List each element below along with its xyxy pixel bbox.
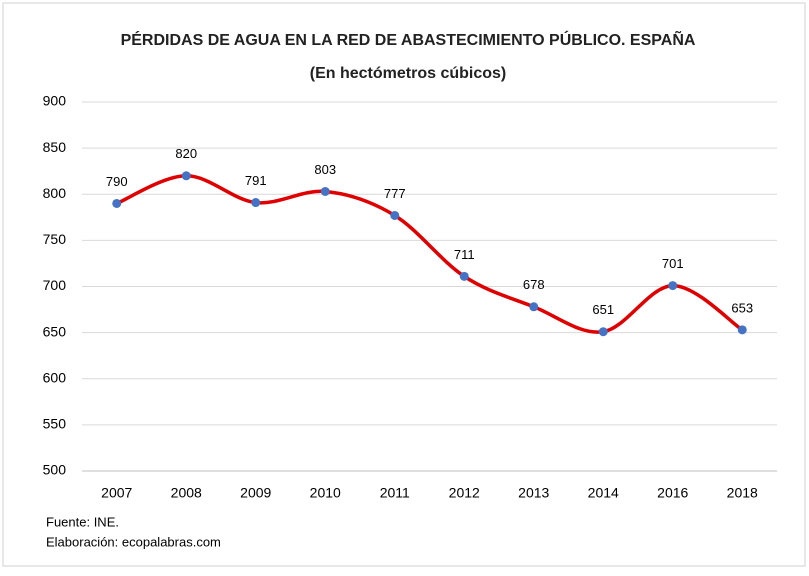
x-tick-label: 2010 (310, 485, 341, 501)
marker (598, 327, 608, 337)
x-tick-label: 2013 (518, 485, 549, 501)
marker (529, 302, 539, 312)
y-tick-label: 550 (43, 416, 67, 432)
x-tick-label: 2012 (449, 485, 480, 501)
y-tick-label: 900 (43, 93, 67, 109)
data-label: 791 (245, 173, 267, 188)
marker (390, 210, 400, 220)
x-tick-label: 2011 (380, 485, 410, 501)
data-label: 820 (175, 146, 197, 161)
data-label: 651 (592, 302, 614, 317)
marker (251, 198, 261, 208)
marker (459, 271, 469, 281)
data-label: 653 (731, 300, 753, 315)
x-tick-label: 2009 (240, 485, 271, 501)
x-tick-label: 2008 (171, 485, 202, 501)
chart-border (2, 2, 806, 567)
marker (668, 281, 678, 291)
x-tick-label: 2014 (588, 485, 619, 501)
marker (737, 325, 747, 335)
marker (112, 198, 122, 208)
x-tick-label: 2018 (727, 485, 758, 501)
y-tick-label: 700 (43, 277, 67, 293)
marker (320, 186, 330, 196)
y-tick-label: 800 (43, 185, 67, 201)
y-tick-label: 500 (43, 462, 67, 478)
data-label: 777 (384, 186, 406, 201)
y-tick-label: 600 (43, 369, 67, 385)
chart-title: PÉRDIDAS DE AGUA EN LA RED DE ABASTECIMI… (121, 29, 696, 49)
data-label: 711 (454, 247, 475, 262)
line (116, 174, 744, 334)
y-tick-label: 850 (43, 139, 67, 155)
x-tick-label: 2016 (657, 485, 688, 501)
y-tick-label: 650 (43, 323, 67, 339)
x-tick-label: 2007 (101, 485, 132, 501)
data-label: 701 (662, 256, 684, 271)
data-label: 790 (106, 174, 128, 189)
note: Elaboración: ecopalabras.com (46, 534, 221, 549)
note: Fuente: INE. (46, 514, 119, 529)
marker (181, 171, 191, 181)
data-label: 803 (314, 162, 336, 177)
y-tick-label: 750 (43, 231, 67, 247)
chart-subtitle: (En hectómetros cúbicos) (310, 65, 506, 82)
data-label: 678 (523, 277, 545, 292)
